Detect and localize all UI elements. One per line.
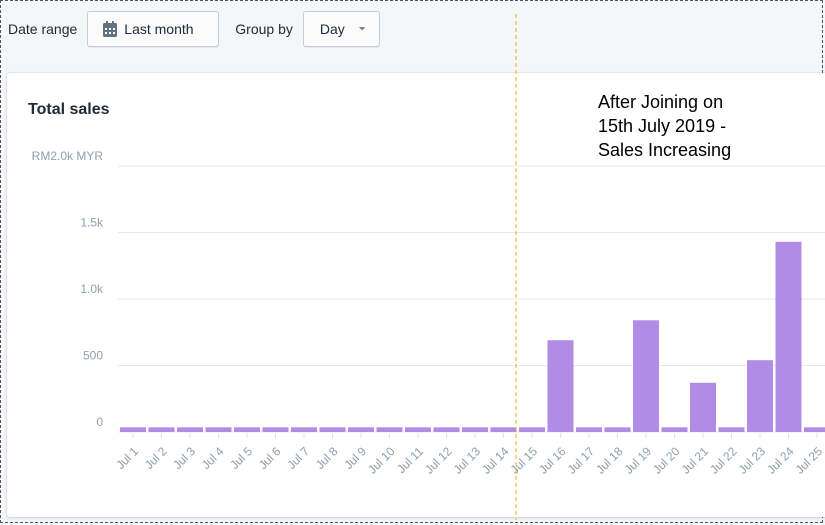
- bar: [718, 427, 745, 432]
- x-tick-label: Jul 4: [199, 444, 227, 472]
- bar: [148, 427, 175, 432]
- x-tick-label: Jul 22: [707, 444, 740, 477]
- bar: [262, 427, 289, 432]
- group-by-label: Group by: [235, 21, 293, 37]
- bar: [519, 427, 545, 432]
- bar: [405, 427, 431, 432]
- x-tick-label: Jul 7: [284, 444, 312, 472]
- x-tick-label: Jul 1: [113, 444, 141, 472]
- bar: [177, 427, 203, 432]
- y-tick-label: RM2.0k MYR: [32, 149, 104, 163]
- x-tick-label: Jul 16: [536, 444, 569, 477]
- bar: [291, 427, 317, 432]
- y-tick-label: 1.0k: [80, 282, 104, 296]
- filter-toolbar: Date range Last month Group by Day: [8, 9, 396, 49]
- annotation-line: Sales Increasing: [598, 140, 732, 160]
- x-tick-label: Jul 17: [565, 444, 598, 477]
- x-tick-label: Jul 14: [479, 444, 512, 477]
- bar: [547, 340, 574, 432]
- x-tick-label: Jul 6: [256, 444, 284, 472]
- x-tick-label: Jul 12: [422, 444, 455, 477]
- date-range-button[interactable]: Last month: [87, 11, 220, 47]
- bar: [490, 427, 517, 432]
- group-by-value: Day: [319, 21, 345, 37]
- card-title: Total sales: [28, 101, 110, 118]
- x-tick-label: Jul 20: [650, 444, 683, 477]
- bar: [747, 360, 773, 432]
- x-tick-label: Jul 13: [451, 444, 484, 477]
- x-tick-label: Jul 5: [227, 444, 255, 472]
- x-tick-label: Jul 8: [313, 444, 341, 472]
- date-range-value: Last month: [124, 21, 194, 37]
- x-tick-label: Jul 11: [394, 444, 426, 476]
- annotation-text: After Joining on 15th July 2019 - Sales …: [598, 90, 731, 162]
- calendar-icon: [103, 20, 118, 37]
- x-tick-label: Jul 24: [764, 444, 797, 477]
- x-tick-label: Jul 18: [593, 444, 626, 477]
- bar: [205, 427, 232, 432]
- bar: [775, 241, 802, 432]
- bar: [234, 427, 260, 432]
- y-tick-label: 1.5k: [80, 216, 104, 230]
- bar: [633, 320, 659, 432]
- x-tick-label: Jul 19: [622, 444, 655, 477]
- bar: [804, 427, 825, 432]
- bar: [433, 427, 460, 432]
- bar: [462, 427, 488, 432]
- date-range-label: Date range: [8, 21, 78, 37]
- bar: [348, 427, 374, 432]
- bar: [661, 427, 688, 432]
- sales-card: [7, 73, 825, 517]
- group-by-select[interactable]: Day: [302, 11, 380, 47]
- x-tick-label: Jul 2: [142, 444, 170, 472]
- bar: [604, 427, 631, 432]
- bar: [376, 427, 403, 432]
- x-tick-label: Jul 3: [170, 444, 198, 472]
- annotation-line: 15th July 2019 -: [598, 116, 727, 136]
- annotation-line: After Joining on: [598, 92, 724, 112]
- x-tick-label: Jul 10: [365, 444, 398, 477]
- bar: [319, 427, 346, 432]
- bar: [576, 427, 602, 432]
- y-tick-label: 500: [83, 349, 103, 363]
- y-tick-label: 0: [96, 415, 103, 429]
- bar: [120, 427, 146, 432]
- x-tick-label: Jul 23: [736, 444, 769, 477]
- x-tick-label: Jul 21: [679, 444, 712, 477]
- x-tick-label: Jul 15: [508, 444, 541, 477]
- bar: [690, 382, 716, 432]
- x-tick-label: Jul 25: [793, 444, 825, 477]
- caret-down-icon: [358, 27, 365, 31]
